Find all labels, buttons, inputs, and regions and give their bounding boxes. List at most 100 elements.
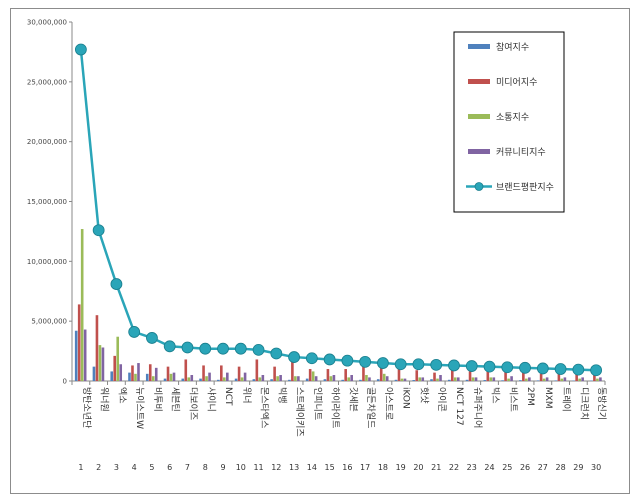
- bar: [397, 369, 401, 381]
- bar: [119, 364, 123, 381]
- bar: [294, 376, 297, 381]
- bar: [113, 355, 117, 381]
- line-point: [128, 326, 141, 338]
- y-tick-label: 5,000,000: [31, 318, 67, 326]
- bar: [528, 377, 531, 381]
- bar: [240, 377, 244, 381]
- bar: [382, 373, 386, 381]
- bar: [403, 378, 407, 381]
- bar: [418, 377, 422, 381]
- rank-label: 13: [289, 463, 299, 472]
- bar: [362, 366, 365, 381]
- bar: [323, 379, 327, 381]
- bar: [507, 378, 510, 381]
- bar: [128, 372, 131, 381]
- bar: [453, 377, 457, 381]
- bar: [74, 330, 78, 381]
- line-point: [270, 347, 283, 360]
- bar: [261, 375, 265, 381]
- line-point: [536, 362, 549, 375]
- bar: [305, 378, 309, 381]
- category-label: 인피니트: [312, 387, 323, 420]
- line-point: [74, 43, 87, 56]
- bar: [350, 375, 353, 381]
- bar: [172, 372, 176, 381]
- bar: [92, 366, 96, 381]
- line-point: [181, 341, 194, 354]
- y-tick-label: 10,000,000: [27, 258, 67, 266]
- bar: [332, 375, 336, 381]
- line-point: [572, 363, 585, 376]
- legend-marker: [474, 182, 484, 191]
- line-point: [430, 358, 443, 371]
- rank-label: 29: [573, 463, 583, 472]
- rank-label: 18: [378, 463, 388, 472]
- legend-label: 커뮤니티지수: [496, 147, 546, 158]
- bar: [359, 379, 362, 381]
- line-point: [252, 343, 265, 356]
- bar: [492, 377, 496, 381]
- rank-label: 3: [114, 463, 119, 472]
- bar: [365, 375, 368, 381]
- bar: [525, 378, 528, 381]
- bar: [181, 378, 185, 381]
- bar: [279, 375, 282, 381]
- bar: [314, 376, 318, 381]
- rank-label: 12: [271, 463, 281, 472]
- bar: [77, 304, 81, 381]
- bar: [288, 379, 291, 381]
- line-point: [110, 278, 123, 290]
- rank-label: 10: [236, 463, 246, 472]
- category-label: 더보이즈: [187, 387, 198, 420]
- category-label: 아스트로: [383, 387, 394, 420]
- category-label: 방탄소년단: [81, 387, 92, 428]
- bar: [596, 378, 599, 381]
- bar: [258, 377, 262, 381]
- line-point: [359, 355, 372, 368]
- bar: [436, 378, 439, 381]
- bar: [344, 369, 347, 381]
- category-label: 비스트: [507, 387, 518, 412]
- bar: [291, 360, 294, 381]
- bar: [522, 372, 525, 381]
- bar: [154, 367, 158, 381]
- rank-label: 26: [520, 463, 530, 472]
- category-label: iKON: [401, 387, 411, 409]
- rank-label: 28: [555, 463, 565, 472]
- bar: [95, 315, 99, 381]
- rank-label: 14: [307, 463, 317, 472]
- bar: [536, 380, 540, 381]
- line-point: [394, 358, 407, 371]
- bar: [379, 367, 383, 381]
- rank-label: 17: [360, 463, 370, 472]
- bar: [471, 377, 475, 381]
- category-label: 2PM: [525, 387, 535, 406]
- legend-box: [453, 31, 565, 213]
- bar: [237, 366, 241, 381]
- line-point: [163, 340, 176, 353]
- bar: [385, 376, 389, 381]
- y-tick-label: 20,000,000: [27, 138, 67, 146]
- bar: [190, 375, 194, 381]
- rank-label: 4: [132, 463, 137, 472]
- category-label: 골든차일드: [365, 387, 377, 428]
- category-label: 워너원: [99, 387, 110, 412]
- rank-label: 2: [96, 463, 101, 472]
- bar: [273, 366, 276, 381]
- line-point: [377, 357, 389, 369]
- bar: [166, 366, 170, 381]
- line-point: [288, 351, 300, 363]
- bar: [376, 379, 380, 381]
- category-label: 샤이니: [205, 387, 216, 412]
- legend-swatch: [468, 149, 490, 154]
- category-label: 세븐틴: [170, 387, 181, 412]
- bar: [581, 377, 584, 381]
- bar: [450, 370, 454, 381]
- rank-label: 7: [185, 463, 190, 472]
- bar: [220, 365, 223, 381]
- category-label: 동방신기: [596, 387, 607, 420]
- legend-swatch: [468, 44, 490, 49]
- rank-label: 20: [413, 463, 423, 472]
- bar: [433, 372, 436, 381]
- bar: [187, 377, 191, 381]
